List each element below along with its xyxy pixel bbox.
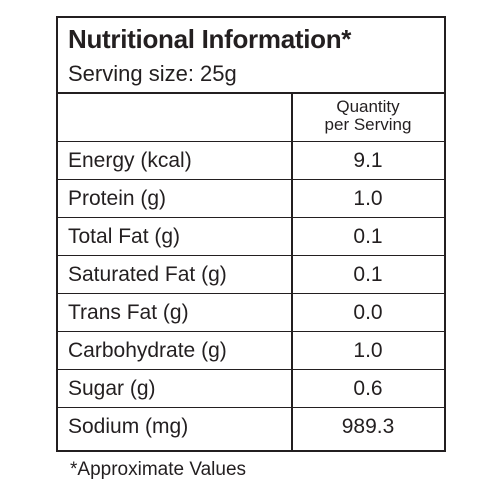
nutrient-value: 1.0 bbox=[353, 186, 383, 210]
nutrient-name: Carbohydrate (g) bbox=[68, 338, 227, 362]
quantity-header-line1: Quantity bbox=[336, 97, 400, 116]
nutrient-name: Saturated Fat (g) bbox=[68, 262, 227, 286]
panel-header: Nutritional Information* Serving size: 2… bbox=[58, 18, 444, 94]
nutrition-panel: Nutritional Information* Serving size: 2… bbox=[56, 16, 446, 452]
nutrient-name: Sodium (mg) bbox=[68, 415, 189, 438]
quantity-column-header: Quantity per Serving bbox=[292, 98, 444, 134]
nutrient-name: Protein (g) bbox=[68, 186, 167, 210]
nutrient-value: 0.6 bbox=[353, 376, 383, 400]
nutrient-value: 9.1 bbox=[353, 148, 383, 172]
table-row: Protein (g) 1.0 bbox=[58, 180, 444, 218]
nutrient-name: Trans Fat (g) bbox=[68, 300, 189, 324]
nutrient-value: 989.3 bbox=[341, 415, 395, 438]
table-row: Carbohydrate (g) 1.0 bbox=[58, 332, 444, 370]
table-row: Sugar (g) 0.6 bbox=[58, 370, 444, 408]
nutrient-name: Total Fat (g) bbox=[68, 224, 181, 248]
nutrient-value: 0.1 bbox=[353, 262, 383, 286]
table-header-row: Quantity per Serving bbox=[58, 94, 444, 142]
column-divider bbox=[291, 94, 293, 450]
panel-title: Nutritional Information* bbox=[68, 24, 352, 54]
nutrient-value: 0.1 bbox=[353, 224, 383, 248]
nutrient-value: 1.0 bbox=[353, 338, 383, 362]
nutrient-value: 0.0 bbox=[353, 300, 383, 324]
nutrient-name: Sugar (g) bbox=[68, 376, 156, 400]
footnote: *Approximate Values bbox=[70, 459, 247, 480]
table-row: Saturated Fat (g) 0.1 bbox=[58, 256, 444, 294]
nutrition-table: Quantity per Serving Energy (kcal) 9.1 P… bbox=[58, 94, 444, 446]
serving-size: Serving size: 25g bbox=[68, 61, 237, 86]
table-row: Total Fat (g) 0.1 bbox=[58, 218, 444, 256]
quantity-header-line2: per Serving bbox=[324, 115, 412, 134]
table-row: Trans Fat (g) 0.0 bbox=[58, 294, 444, 332]
table-row: Sodium (mg) 989.3 bbox=[58, 408, 444, 446]
table-row: Energy (kcal) 9.1 bbox=[58, 142, 444, 180]
nutrient-name: Energy (kcal) bbox=[68, 148, 192, 172]
